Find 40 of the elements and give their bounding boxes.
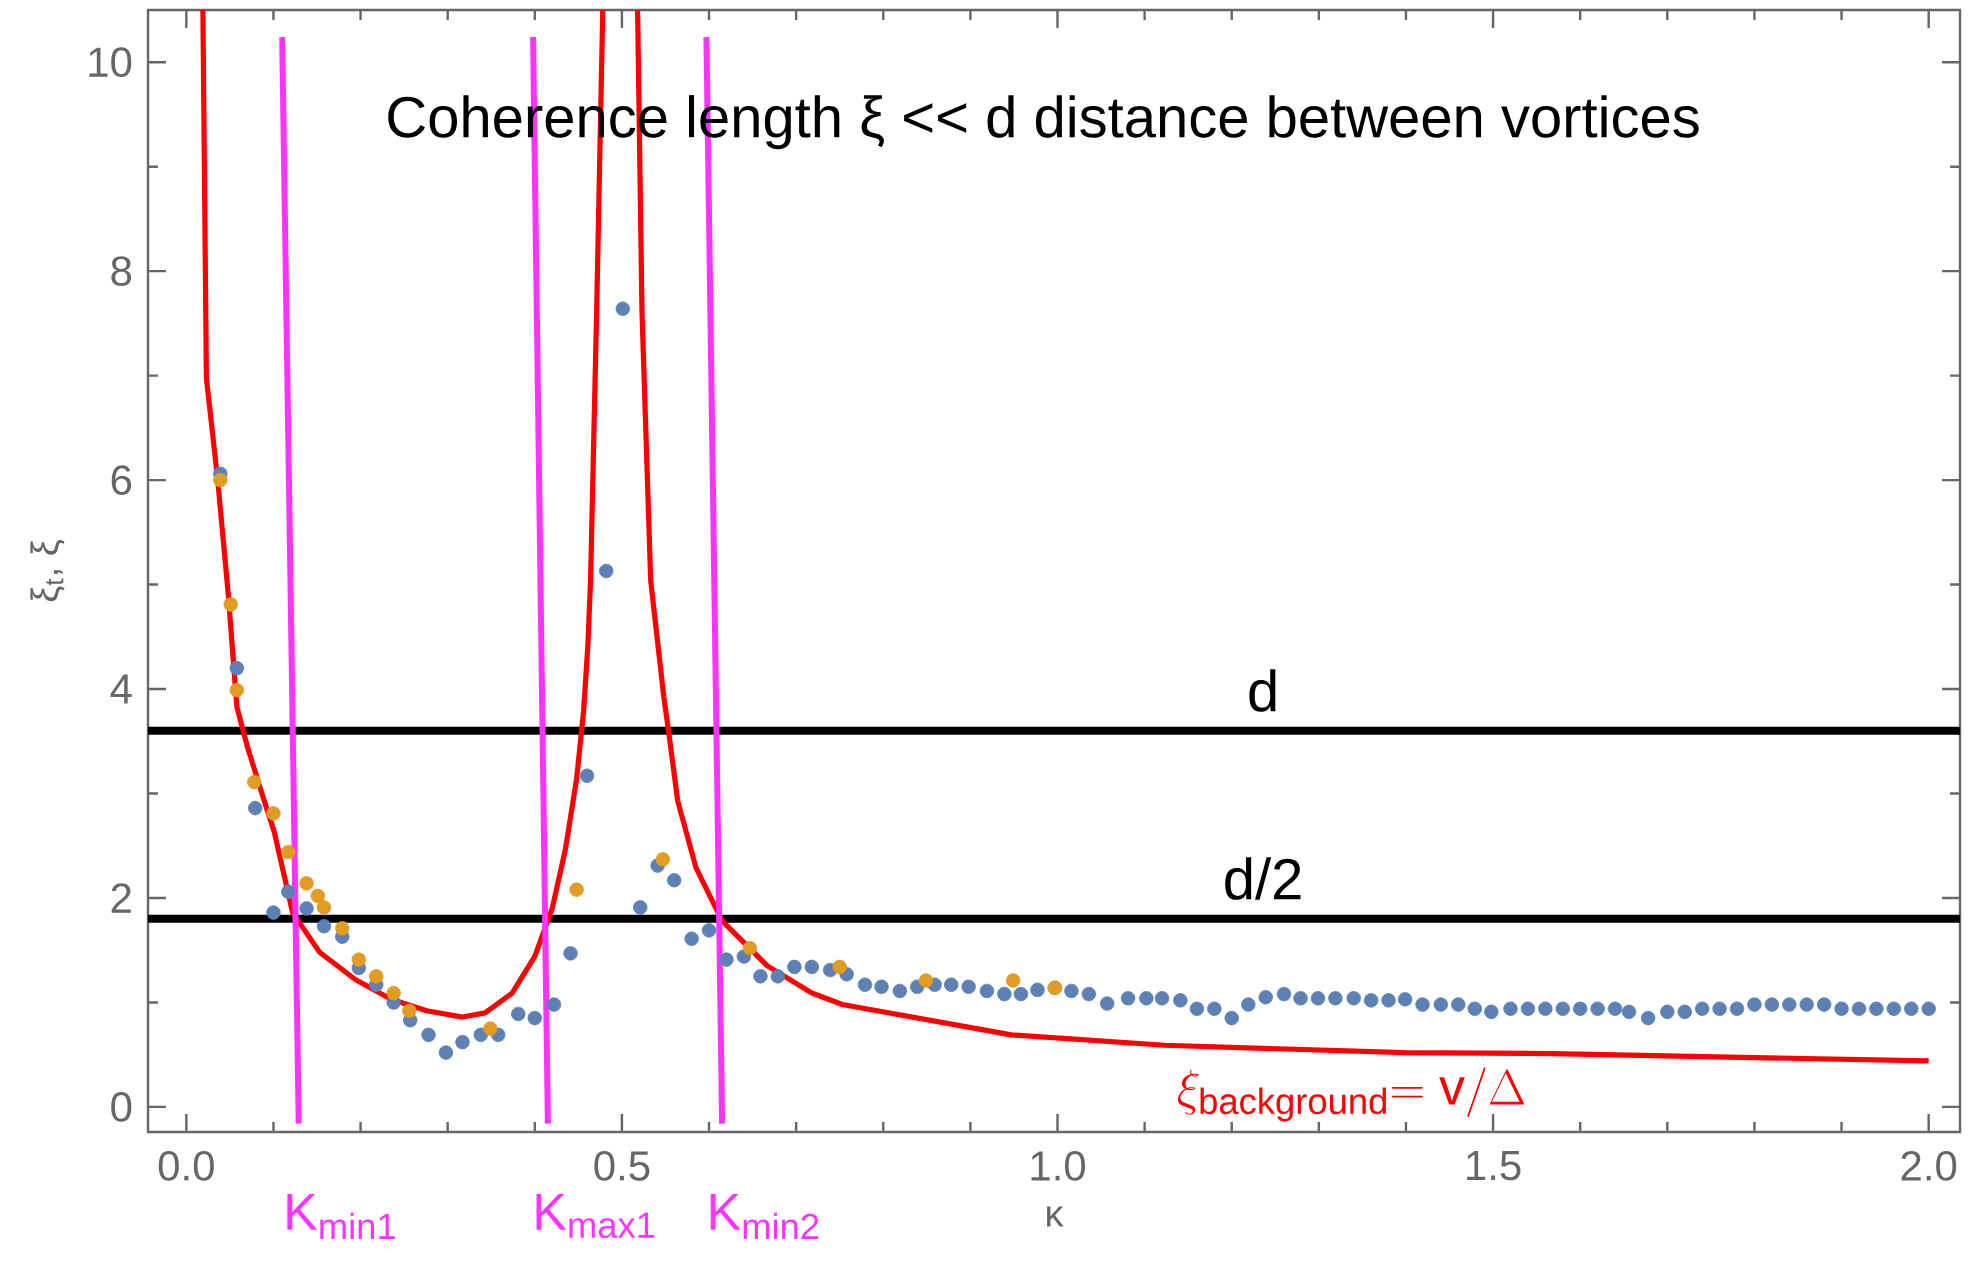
x-axis-title: κ — [1047, 1206, 1064, 1227]
point — [266, 806, 281, 821]
y-tick-label: 2 — [111, 883, 131, 913]
y-axis-title: ξ$_{t}$, ξ — [30, 540, 65, 602]
series-label: K$_{max1}$ — [536, 1194, 655, 1239]
point — [335, 921, 350, 936]
x-tick-label: 1.5 — [1467, 1151, 1521, 1181]
y-tick-label: 8 — [111, 256, 132, 287]
point — [223, 597, 238, 612]
point — [483, 1021, 498, 1036]
point — [655, 852, 671, 867]
x-tick-label: 2.0 — [1901, 1151, 1957, 1181]
point — [299, 876, 314, 891]
point — [369, 969, 384, 984]
ref-line-label: d — [1249, 669, 1276, 712]
point — [281, 844, 296, 860]
point — [351, 952, 367, 967]
point — [1005, 973, 1021, 988]
ref-line-label: d/2 — [1225, 857, 1301, 900]
point — [213, 472, 228, 488]
y-tick-label: 10 — [89, 47, 132, 78]
point — [316, 900, 332, 915]
point — [386, 985, 401, 1001]
series-label: K$_{min1}$ — [287, 1194, 395, 1240]
point — [229, 682, 245, 698]
point — [402, 1003, 417, 1018]
point — [742, 940, 758, 956]
y-tick-label: 6 — [111, 465, 132, 495]
x-tick-label: 1.0 — [1031, 1151, 1086, 1181]
point — [832, 959, 847, 975]
y-tick-label: 4 — [110, 674, 132, 704]
point — [918, 973, 934, 988]
point — [247, 774, 262, 790]
series-label: K$_{min2}$ — [710, 1194, 819, 1240]
point — [569, 882, 584, 897]
point — [310, 888, 326, 904]
series-label: $\xi_{\mathrm{background}}\mathrm{=v/}\Delta$ — [1177, 1067, 1525, 1122]
x-tick-label: 0.0 — [158, 1151, 214, 1181]
x-tick-label: 0.5 — [594, 1151, 650, 1181]
y-tick-label: 0 — [111, 1092, 132, 1122]
